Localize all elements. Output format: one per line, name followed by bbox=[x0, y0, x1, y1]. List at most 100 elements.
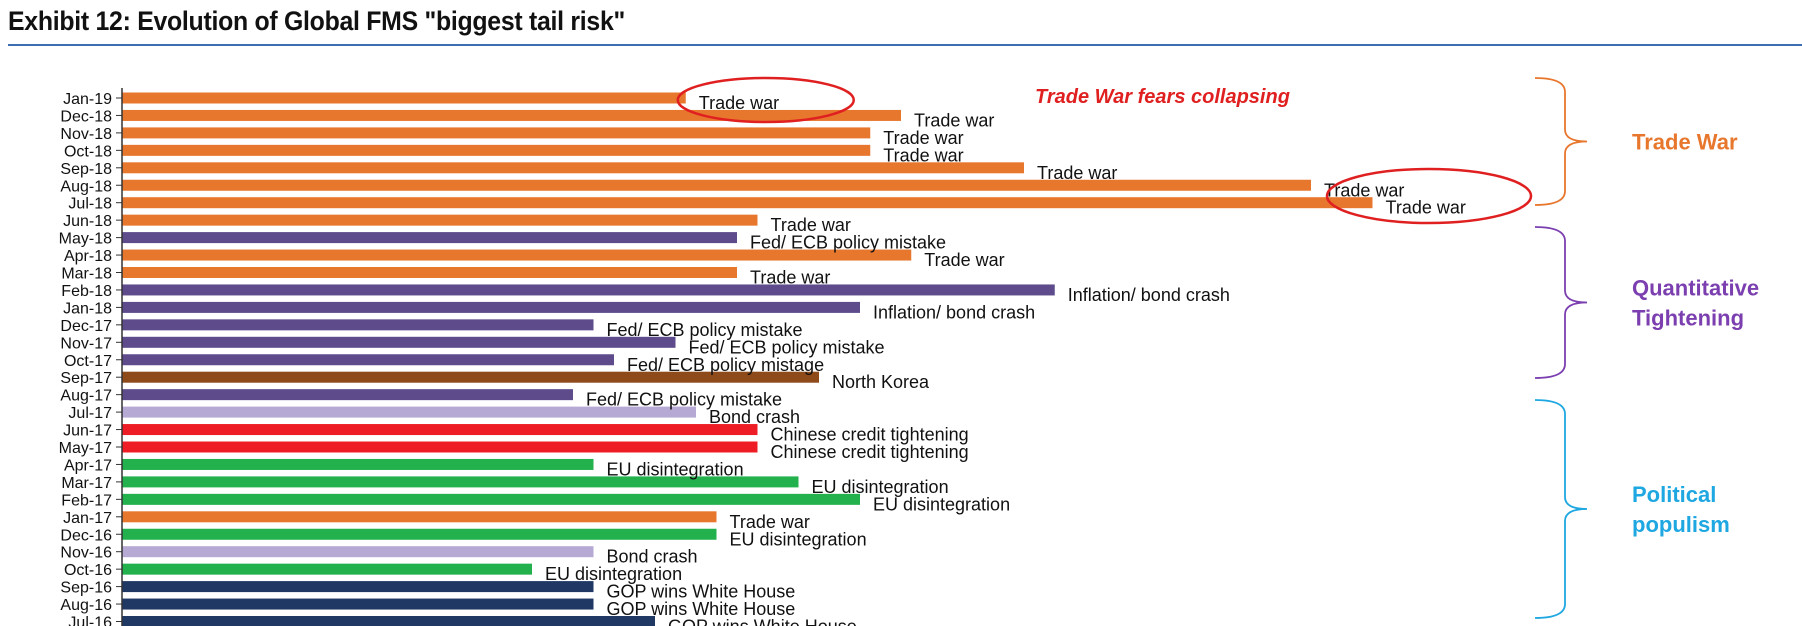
tick-label-jun-18: Jun-18 bbox=[63, 213, 112, 230]
tick-label-apr-17: Apr-17 bbox=[64, 457, 112, 474]
data-label: EU disintegration bbox=[873, 494, 1010, 514]
data-label: Bond crash bbox=[709, 407, 800, 427]
data-label: Fed/ ECB policy mistake bbox=[689, 337, 885, 357]
group-label: Quantitative bbox=[1632, 276, 1759, 301]
tick-label-may-18: May-18 bbox=[59, 231, 112, 248]
data-label: Bond crash bbox=[607, 547, 698, 567]
tick-label-mar-18: Mar-18 bbox=[61, 266, 112, 283]
chart-title: Exhibit 12: Evolution of Global FMS "big… bbox=[8, 6, 626, 36]
data-label: Trade war bbox=[1324, 180, 1404, 200]
bar-aug-16 bbox=[122, 598, 594, 610]
bar-mar-17 bbox=[122, 476, 799, 488]
data-label: Fed/ ECB policy mistake bbox=[586, 390, 782, 410]
bar-jul-16 bbox=[122, 616, 655, 626]
tick-label-oct-17: Oct-17 bbox=[64, 353, 112, 370]
bar-jul-18 bbox=[122, 197, 1373, 209]
data-label: GOP wins White House bbox=[607, 599, 796, 619]
bar-mar-18 bbox=[122, 267, 737, 278]
bar-feb-17 bbox=[122, 493, 860, 505]
tick-label-nov-18: Nov-18 bbox=[60, 126, 112, 143]
tick-label-dec-16: Dec-16 bbox=[60, 527, 112, 544]
bar-nov-17 bbox=[122, 336, 676, 348]
tick-label-sep-16: Sep-16 bbox=[60, 580, 112, 597]
tick-label-aug-18: Aug-18 bbox=[60, 178, 112, 195]
highlight-ellipse bbox=[676, 76, 855, 124]
data-label: Trade war bbox=[750, 268, 830, 288]
data-label: EU disintegration bbox=[545, 564, 682, 584]
tick-label-jul-18: Jul-18 bbox=[68, 196, 112, 213]
data-label: EU disintegration bbox=[607, 459, 744, 479]
tick-label-jul-16: Jul-16 bbox=[68, 615, 112, 626]
bar-dec-18 bbox=[122, 109, 901, 121]
data-label: Trade war bbox=[883, 145, 963, 165]
tick-label-nov-17: Nov-17 bbox=[60, 335, 112, 352]
tick-label-oct-16: Oct-16 bbox=[64, 562, 112, 579]
tick-label-jan-18: Jan-18 bbox=[63, 300, 112, 317]
bar-may-18 bbox=[122, 232, 737, 244]
group-label: Political bbox=[1632, 482, 1716, 507]
bar-oct-16 bbox=[122, 563, 532, 575]
tick-label-jan-19: Jan-19 bbox=[63, 91, 112, 108]
tick-label-oct-18: Oct-18 bbox=[64, 143, 112, 160]
bar-jan-17 bbox=[122, 511, 717, 523]
bar-apr-18 bbox=[122, 249, 912, 261]
data-label: Fed/ ECB policy mistage bbox=[627, 355, 824, 375]
bar-aug-18 bbox=[122, 179, 1311, 191]
tick-label-aug-16: Aug-16 bbox=[60, 597, 112, 614]
data-label: Chinese credit tightening bbox=[771, 442, 969, 462]
bar-jan-18 bbox=[122, 301, 860, 313]
group-brace bbox=[1534, 399, 1588, 619]
bar-jan-19 bbox=[122, 92, 686, 104]
tick-label-mar-17: Mar-17 bbox=[61, 475, 112, 492]
data-label: Trade war bbox=[699, 93, 779, 113]
bar-jun-18 bbox=[122, 214, 758, 226]
data-label: EU disintegration bbox=[812, 477, 949, 497]
data-label: Trade war bbox=[883, 128, 963, 148]
data-label: Trade war bbox=[730, 512, 810, 532]
bar-nov-16 bbox=[122, 546, 594, 558]
annotation-text: Trade War fears collapsing bbox=[1035, 86, 1290, 108]
title-rule bbox=[8, 44, 1802, 46]
tick-label-dec-17: Dec-17 bbox=[60, 318, 112, 335]
data-label: Inflation/ bond crash bbox=[873, 302, 1035, 322]
data-label: Trade war bbox=[924, 250, 1004, 270]
tick-label-jan-17: Jan-17 bbox=[63, 510, 112, 527]
data-label: EU disintegration bbox=[730, 529, 867, 549]
data-label: Trade war bbox=[1037, 163, 1117, 183]
data-label: GOP wins White House bbox=[668, 617, 857, 626]
bar-sep-18 bbox=[122, 162, 1024, 174]
bar-sep-17 bbox=[122, 371, 819, 383]
data-label: Trade war bbox=[771, 215, 851, 235]
bar-aug-17 bbox=[122, 389, 573, 401]
tick-label-feb-18: Feb-18 bbox=[61, 283, 112, 300]
data-label: Fed/ ECB policy mistake bbox=[607, 320, 803, 340]
bar-apr-17 bbox=[122, 458, 594, 470]
bar-sep-16 bbox=[122, 581, 594, 593]
group-label: Trade War bbox=[1632, 130, 1738, 155]
bar-jul-17 bbox=[122, 406, 696, 418]
bar-nov-18 bbox=[122, 127, 871, 139]
highlight-ellipse bbox=[1325, 167, 1533, 225]
bar-oct-17 bbox=[122, 354, 614, 366]
tick-label-dec-18: Dec-18 bbox=[60, 108, 112, 125]
bar-dec-16 bbox=[122, 528, 717, 540]
group-label: populism bbox=[1632, 512, 1730, 537]
data-label: GOP wins White House bbox=[607, 582, 796, 602]
bar-may-17 bbox=[122, 441, 758, 453]
tick-label-jul-17: Jul-17 bbox=[68, 405, 112, 422]
bar-feb-18 bbox=[122, 284, 1055, 296]
data-label: Chinese credit tightening bbox=[771, 425, 969, 445]
group-brace bbox=[1534, 226, 1588, 379]
tick-label-nov-16: Nov-16 bbox=[60, 545, 112, 562]
bar-dec-17 bbox=[122, 319, 594, 331]
bar-oct-18 bbox=[122, 144, 871, 156]
bar-jun-17 bbox=[122, 424, 758, 436]
tick-label-sep-17: Sep-17 bbox=[60, 370, 112, 387]
data-label: North Korea bbox=[832, 372, 930, 392]
group-label: Tightening bbox=[1632, 306, 1744, 331]
group-brace bbox=[1534, 77, 1588, 206]
tick-label-aug-17: Aug-17 bbox=[60, 388, 112, 405]
data-label: Fed/ ECB policy mistake bbox=[750, 233, 946, 253]
data-label: Trade war bbox=[914, 110, 994, 130]
